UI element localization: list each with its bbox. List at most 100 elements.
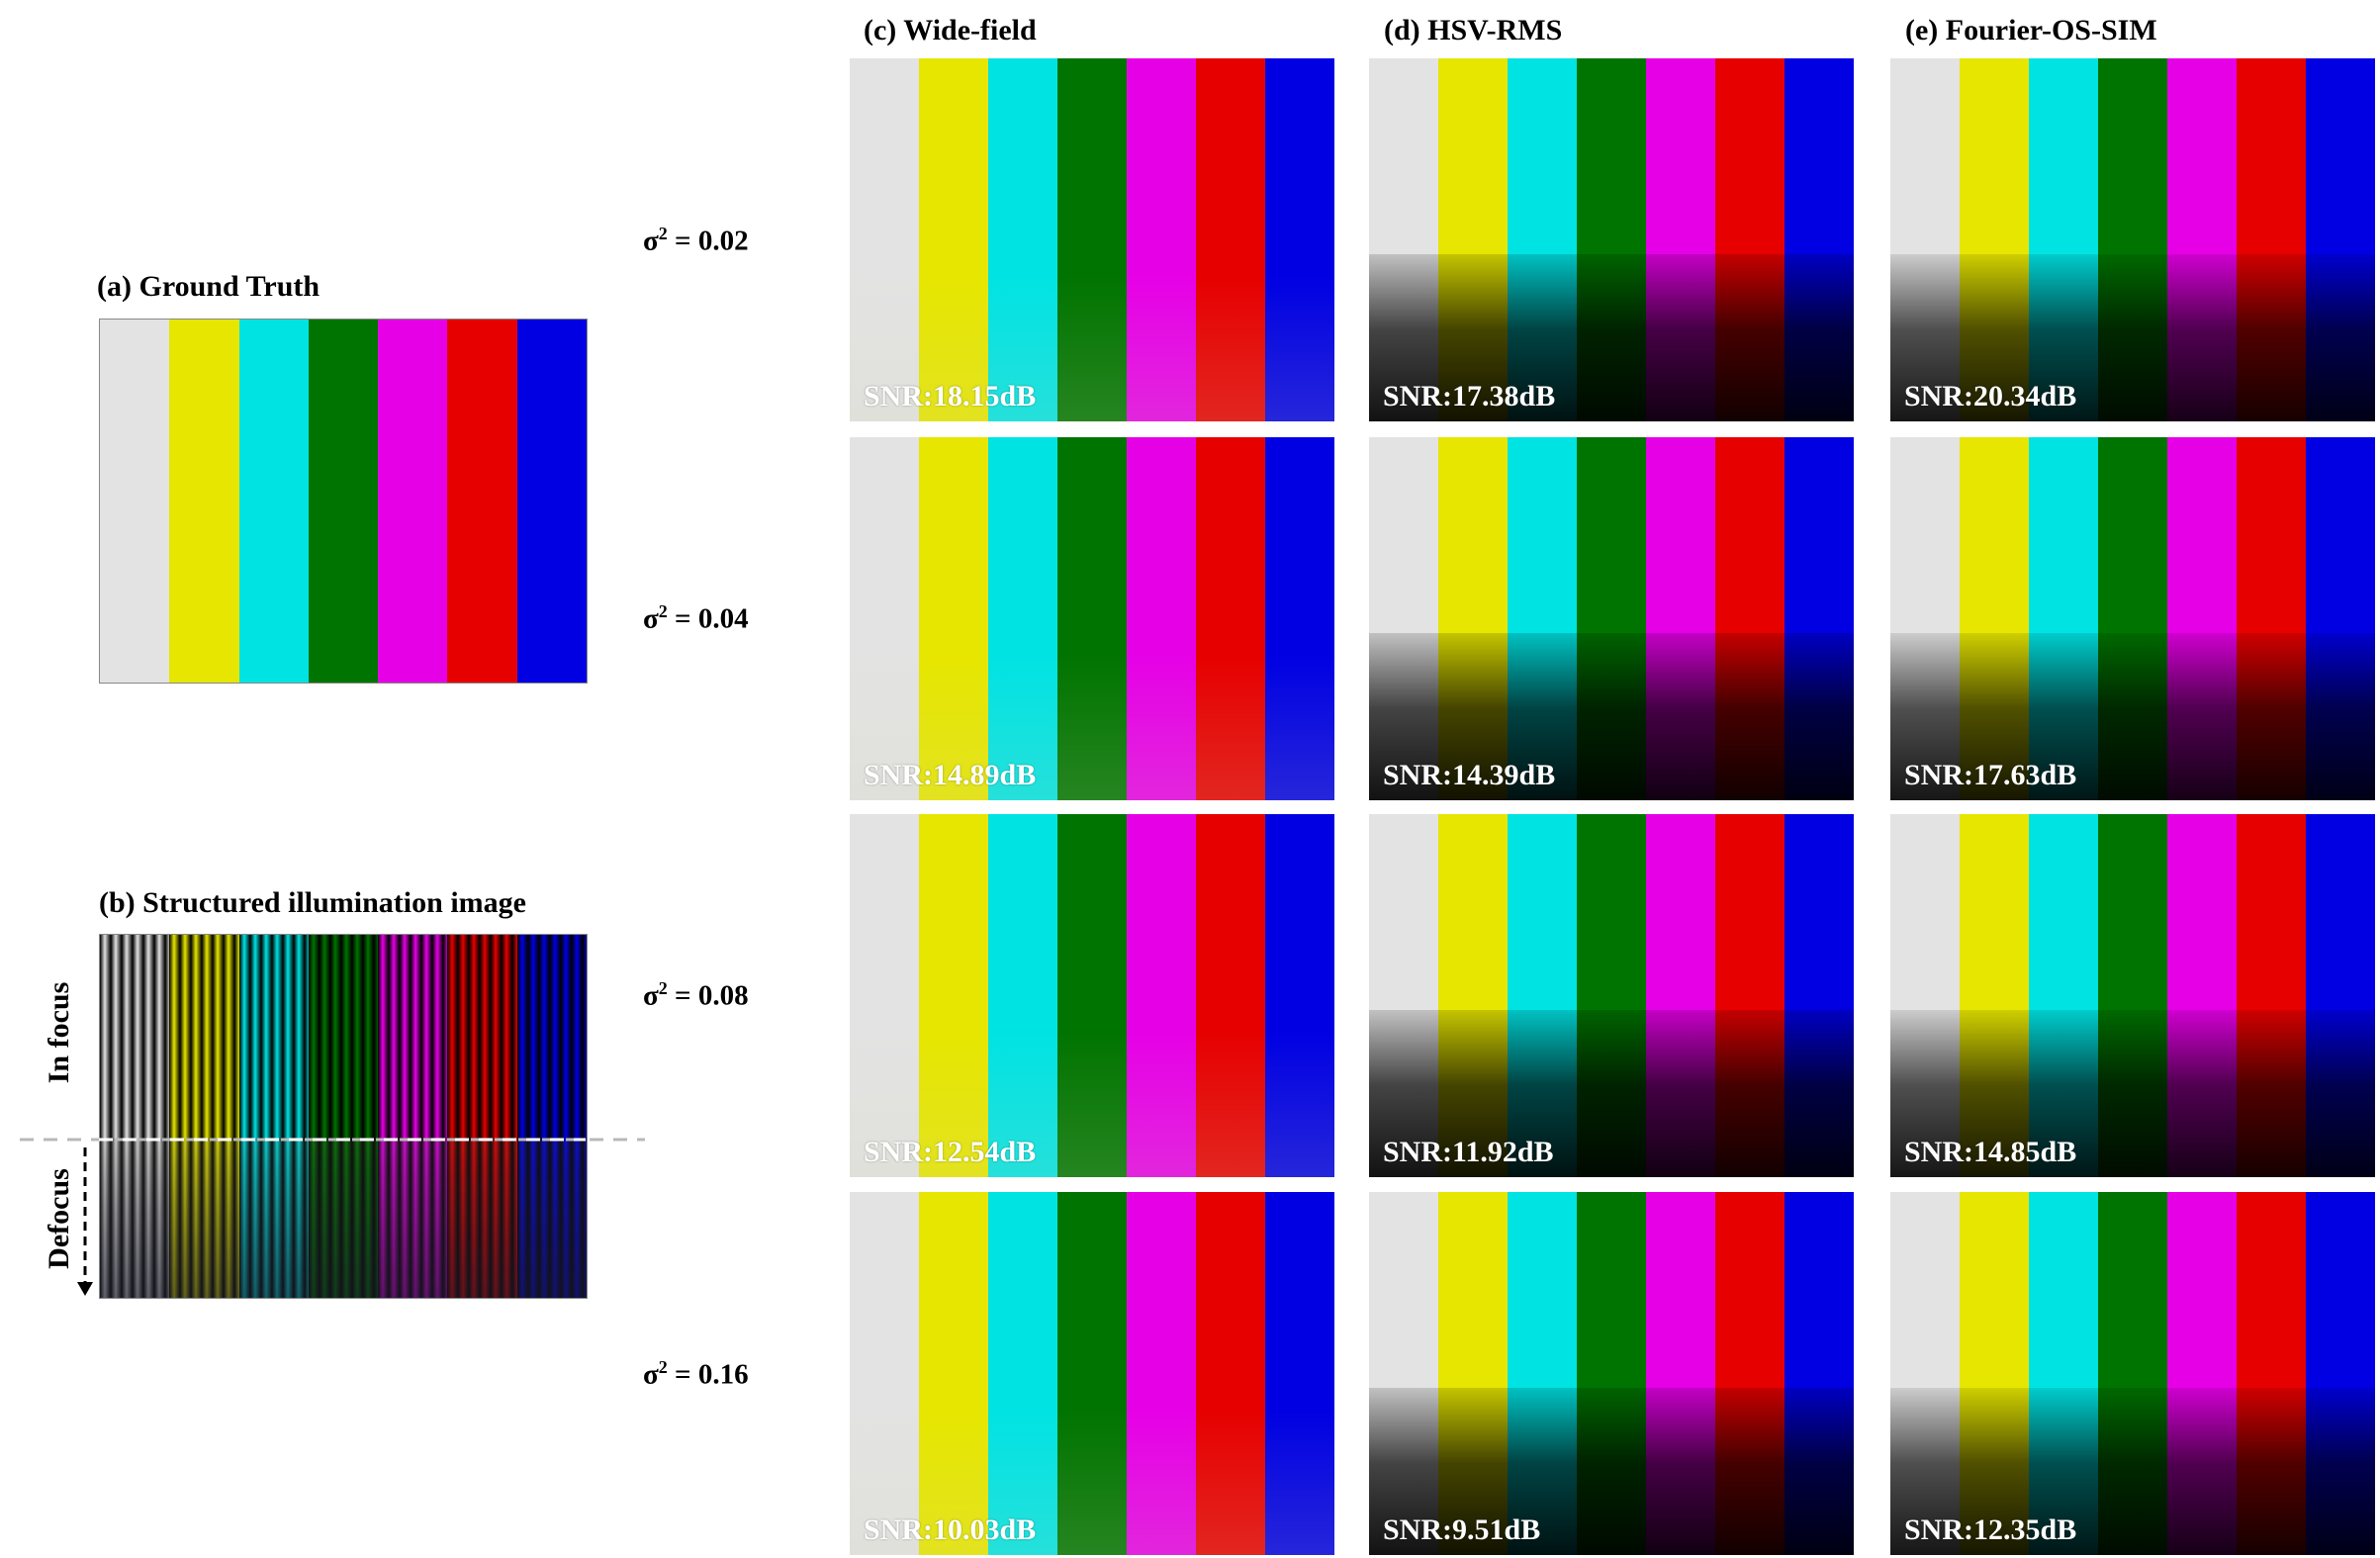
color-bar [1196,58,1265,421]
structured-illumination-bars [100,935,587,1298]
defocus-blur-overlay [100,1138,587,1298]
color-bar [988,437,1057,800]
row-label-sigma-1: σ2 = 0.02 [643,225,791,256]
sigma-symbol: σ [643,1358,659,1391]
color-bar [1057,437,1127,800]
sigma-symbol: σ [643,225,659,257]
color-bar [1057,58,1127,421]
color-bar [1127,1192,1196,1555]
snr-label: SNR:9.51dB [1383,1513,1541,1546]
defocus-blend-overlay [850,655,1334,800]
equals-sign: = [667,225,698,257]
snr-label: SNR:17.63dB [1904,759,2077,791]
defocus-blend-overlay [850,1410,1334,1555]
equals-sign: = [667,602,698,635]
structured-illumination-image [99,934,588,1299]
color-bar [850,1192,919,1555]
color-bar [919,814,988,1177]
defocus-dark-overlay [1369,1010,1854,1177]
sigma-value: 0.08 [697,979,749,1012]
color-bar [378,320,448,683]
color-bar [308,320,379,683]
color-bar [988,1192,1057,1555]
snr-label: SNR:11.92dB [1383,1136,1554,1168]
color-bars [850,58,1334,421]
panel-hsv-rms-row4: SNR:9.51dB [1369,1192,1854,1555]
color-bar [1196,814,1265,1177]
defocus-dark-overlay [1890,1010,2375,1177]
panel-fourier-os-sim-row1: SNR:20.34dB [1890,58,2375,421]
color-bar [447,935,517,1298]
color-bar [919,58,988,421]
color-bar [850,58,919,421]
snr-label: SNR:14.85dB [1904,1136,2077,1168]
panel-fourier-os-sim-row3: SNR:14.85dB [1890,814,2375,1177]
panel-wide-field-row1: SNR:18.15dB [850,58,1334,421]
ground-truth-title: (a) Ground Truth [97,270,320,303]
snr-label: SNR:14.89dB [864,759,1037,791]
snr-label: SNR:14.39dB [1383,759,1556,791]
ground-truth-image [99,319,588,684]
color-bar [1057,814,1127,1177]
defocus-dark-overlay [1369,1388,1854,1555]
color-bar [919,437,988,800]
defocus-arrowhead-icon [77,1282,93,1296]
color-bars [850,814,1334,1177]
color-bar [100,935,170,1298]
panel-wide-field-row3: SNR:12.54dB [850,814,1334,1177]
color-bar [169,935,239,1298]
row-label-sigma-4: σ2 = 0.16 [643,1358,791,1390]
color-bar [516,935,587,1298]
color-bar [1196,437,1265,800]
color-bar [919,1192,988,1555]
color-bar [850,437,919,800]
color-bar [447,320,517,683]
color-bar [988,58,1057,421]
color-bar [1057,1192,1127,1555]
color-bar [169,320,239,683]
defocus-dark-overlay [1369,254,1854,421]
panel-hsv-rms-row3: SNR:11.92dB [1369,814,1854,1177]
sigma-exponent: 2 [658,978,668,998]
snr-label: SNR:17.38dB [1383,380,1556,412]
color-bar [238,935,309,1298]
ground-truth-bars [100,320,587,683]
color-bar [1265,814,1334,1177]
sigma-value: 0.02 [697,225,749,257]
sigma-exponent: 2 [658,224,668,243]
sigma-value: 0.04 [697,602,749,635]
snr-label: SNR:12.54dB [864,1136,1037,1168]
panel-hsv-rms-row1: SNR:17.38dB [1369,58,1854,421]
color-bar [378,935,448,1298]
panel-hsv-rms-row2: SNR:14.39dB [1369,437,1854,800]
color-bar [1127,58,1196,421]
color-bars [1369,814,1854,1177]
color-bar [1265,437,1334,800]
structured-illumination-title: (b) Structured illumination image [99,886,526,919]
color-bar [238,320,309,683]
column-title-wide-field: (c) Wide-field [864,14,1037,46]
equals-sign: = [667,979,698,1012]
color-bar [1196,1192,1265,1555]
snr-label: SNR:12.35dB [1904,1513,2077,1546]
row-label-sigma-2: σ2 = 0.04 [643,602,791,634]
snr-label: SNR:20.34dB [1904,380,2077,412]
panel-fourier-os-sim-row4: SNR:12.35dB [1890,1192,2375,1555]
sigma-symbol: σ [643,602,659,635]
sigma-value: 0.16 [697,1358,749,1391]
color-bar [850,814,919,1177]
sigma-exponent: 2 [658,1357,668,1377]
color-bars [850,1192,1334,1555]
color-bars [850,437,1334,800]
defocus-blend-overlay [850,276,1334,421]
defocus-dark-overlay [1890,254,2375,421]
color-bar [988,814,1057,1177]
color-bar [516,320,587,683]
panel-fourier-os-sim-row2: SNR:17.63dB [1890,437,2375,800]
color-bar [308,935,379,1298]
color-bar [1265,58,1334,421]
panel-wide-field-row2: SNR:14.89dB [850,437,1334,800]
column-title-hsv-rms: (d) HSV-RMS [1384,14,1563,46]
color-bar [1127,437,1196,800]
